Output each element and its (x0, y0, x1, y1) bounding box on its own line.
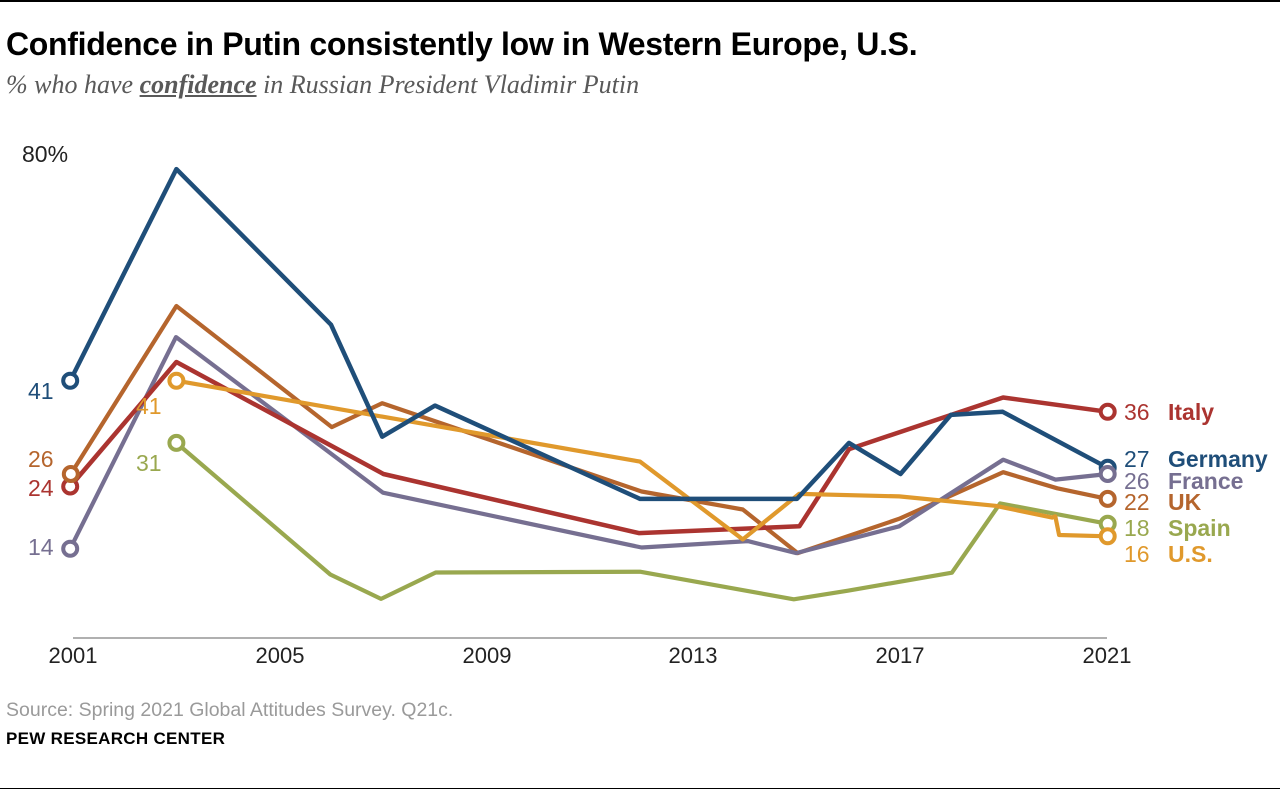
svg-text:16: 16 (1124, 541, 1150, 567)
svg-text:31: 31 (136, 450, 162, 476)
svg-text:2001: 2001 (49, 643, 98, 668)
svg-text:2021: 2021 (1083, 643, 1132, 668)
svg-text:U.S.: U.S. (1168, 541, 1213, 567)
svg-text:41: 41 (28, 378, 54, 404)
svg-text:80%: 80% (22, 141, 68, 167)
svg-text:14: 14 (28, 534, 54, 560)
svg-text:UK: UK (1168, 489, 1202, 515)
svg-text:36: 36 (1124, 399, 1150, 425)
svg-text:22: 22 (1124, 489, 1150, 515)
svg-text:26: 26 (28, 446, 54, 472)
svg-text:2017: 2017 (876, 643, 925, 668)
svg-text:2013: 2013 (669, 643, 718, 668)
svg-text:2005: 2005 (256, 643, 305, 668)
svg-text:Italy: Italy (1168, 399, 1214, 425)
svg-text:2009: 2009 (463, 643, 512, 668)
svg-text:18: 18 (1124, 515, 1150, 541)
svg-text:41: 41 (136, 393, 162, 419)
svg-text:24: 24 (28, 475, 54, 501)
svg-text:Spain: Spain (1168, 515, 1231, 541)
